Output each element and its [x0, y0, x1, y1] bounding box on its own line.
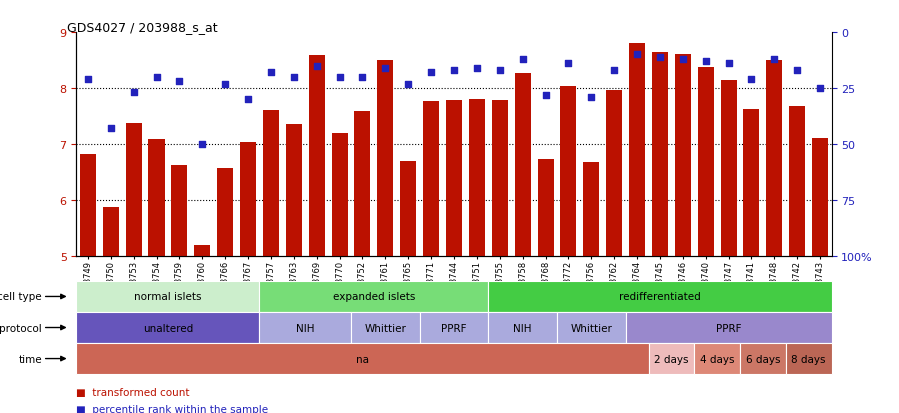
Bar [652, 52, 668, 256]
Text: ■  percentile rank within the sample: ■ percentile rank within the sample [76, 404, 269, 413]
Bar [172, 165, 187, 256]
Point [103, 126, 118, 132]
Bar [102, 208, 119, 256]
Text: Whittier: Whittier [364, 323, 406, 333]
Point [195, 141, 209, 148]
Bar [194, 245, 210, 256]
Bar [126, 123, 142, 256]
Bar [812, 139, 828, 256]
Text: PPRF: PPRF [716, 323, 742, 333]
Text: GDS4027 / 203988_s_at: GDS4027 / 203988_s_at [67, 21, 218, 33]
Point [676, 57, 690, 63]
Bar [789, 107, 806, 256]
Point [813, 85, 827, 92]
Bar [400, 162, 416, 256]
Bar [354, 112, 370, 256]
Text: unaltered: unaltered [143, 323, 193, 333]
Point [401, 81, 415, 88]
Bar [469, 100, 485, 256]
Text: cell type: cell type [0, 292, 42, 302]
Point [584, 95, 599, 101]
Point [630, 52, 645, 59]
Point [744, 76, 759, 83]
Point [515, 57, 530, 63]
Point [127, 90, 141, 97]
Point [790, 68, 805, 74]
Point [149, 74, 164, 81]
Point [378, 65, 393, 72]
Point [309, 63, 324, 70]
Point [333, 74, 347, 81]
Text: redifferentiated: redifferentiated [619, 292, 701, 302]
Bar [606, 90, 622, 256]
Point [561, 61, 575, 68]
Bar [538, 159, 554, 256]
Point [263, 70, 278, 76]
Point [721, 61, 735, 68]
Bar [80, 154, 96, 256]
Point [607, 68, 621, 74]
Text: 4 days: 4 days [700, 354, 734, 364]
Point [355, 74, 369, 81]
Text: 6 days: 6 days [745, 354, 780, 364]
Bar [675, 55, 690, 256]
Point [81, 76, 95, 83]
Bar [286, 124, 302, 256]
Point [241, 97, 255, 103]
Bar [743, 109, 760, 256]
Text: ■  transformed count: ■ transformed count [76, 387, 190, 397]
Text: protocol: protocol [0, 323, 42, 333]
Text: 2 days: 2 days [654, 354, 689, 364]
Text: NIH: NIH [296, 323, 315, 333]
Bar [218, 169, 233, 256]
Point [469, 65, 484, 72]
Point [287, 74, 301, 81]
Text: 8 days: 8 days [791, 354, 826, 364]
Bar [560, 87, 576, 256]
Bar [263, 111, 279, 256]
Text: NIH: NIH [513, 323, 532, 333]
Point [424, 70, 439, 76]
Point [173, 79, 187, 85]
Text: expanded islets: expanded islets [333, 292, 415, 302]
Bar [240, 142, 256, 256]
Point [699, 59, 713, 65]
Text: normal islets: normal islets [134, 292, 201, 302]
Bar [446, 100, 462, 256]
Bar [583, 162, 600, 256]
Bar [766, 61, 782, 256]
Bar [378, 60, 394, 256]
Bar [721, 81, 736, 256]
Bar [332, 134, 348, 256]
Point [767, 57, 781, 63]
Point [218, 81, 232, 88]
Point [447, 68, 461, 74]
Text: na: na [356, 354, 369, 364]
Bar [148, 140, 165, 256]
Bar [629, 44, 645, 256]
Text: time: time [18, 354, 42, 364]
Bar [698, 68, 714, 256]
Point [539, 92, 553, 99]
Point [493, 68, 507, 74]
Bar [423, 102, 439, 256]
Text: Whittier: Whittier [570, 323, 612, 333]
Text: PPRF: PPRF [441, 323, 467, 333]
Bar [514, 74, 530, 256]
Point [653, 54, 667, 61]
Bar [492, 101, 508, 256]
Bar [308, 56, 325, 256]
